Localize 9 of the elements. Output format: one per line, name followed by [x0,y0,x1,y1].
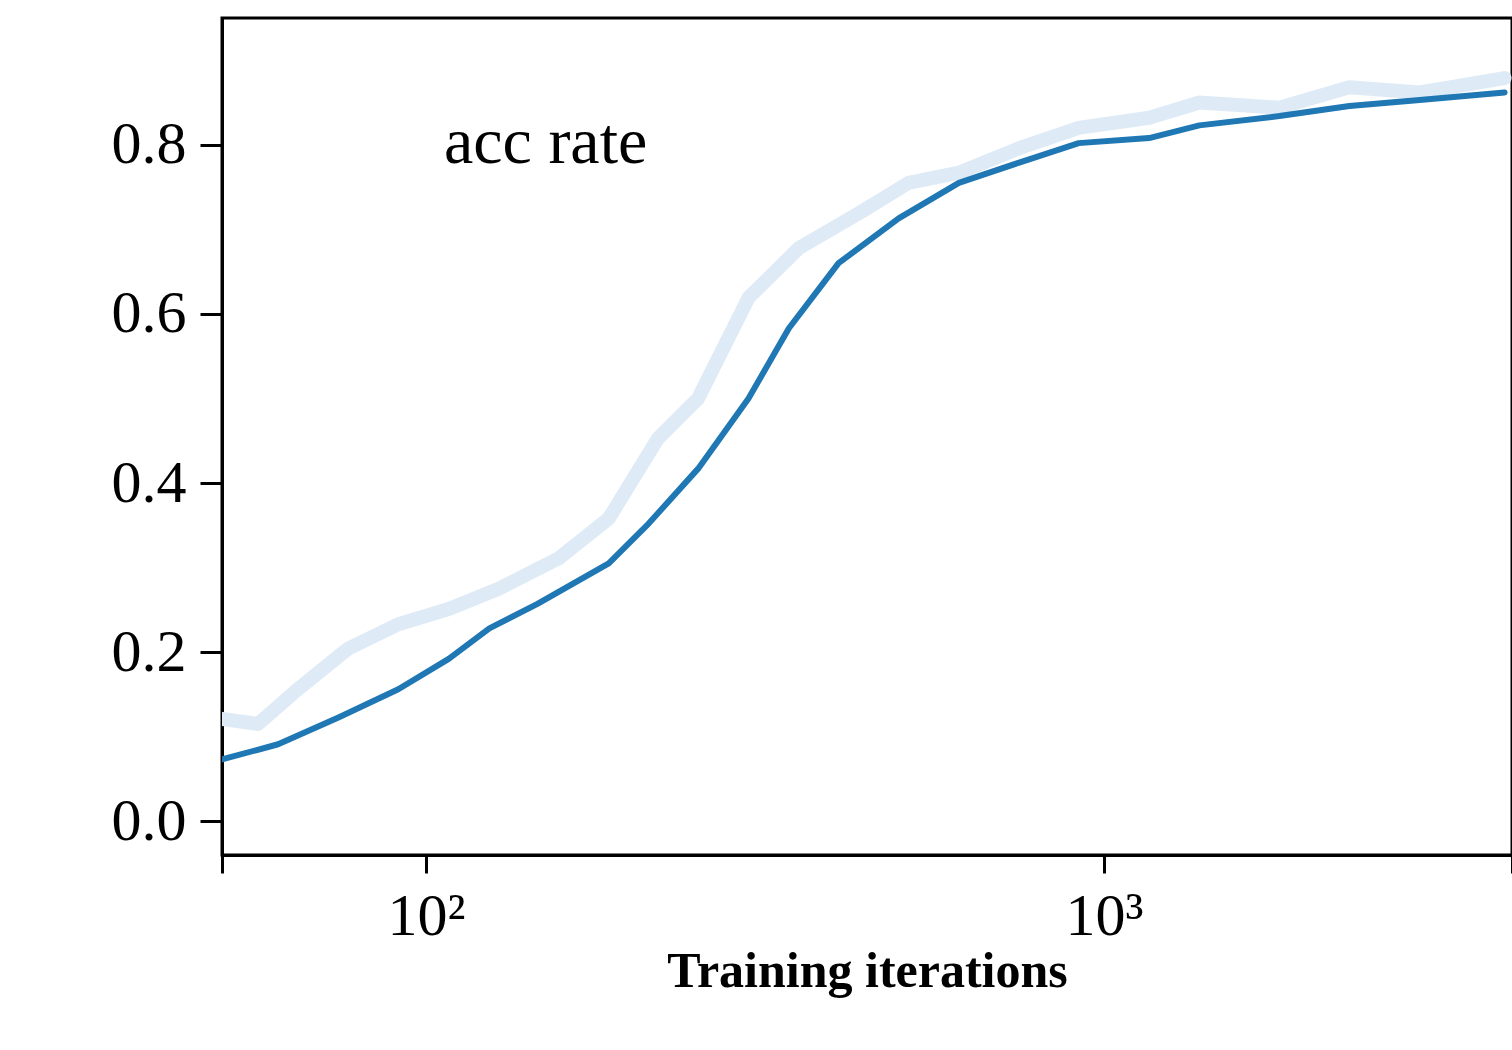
annotation: acc rate [444,104,648,177]
y-tick-label: 0.4 [111,448,187,515]
x-tick-label: 10² [387,881,466,948]
x-axis-title: Training iterations [667,941,1068,998]
y-tick-label: 0.8 [111,110,187,177]
y-tick-label: 0.0 [111,786,187,853]
x-tick-label: 10³ [1065,881,1144,948]
y-tick-label: 0.6 [111,279,187,346]
y-tick-label: 0.2 [111,617,187,684]
